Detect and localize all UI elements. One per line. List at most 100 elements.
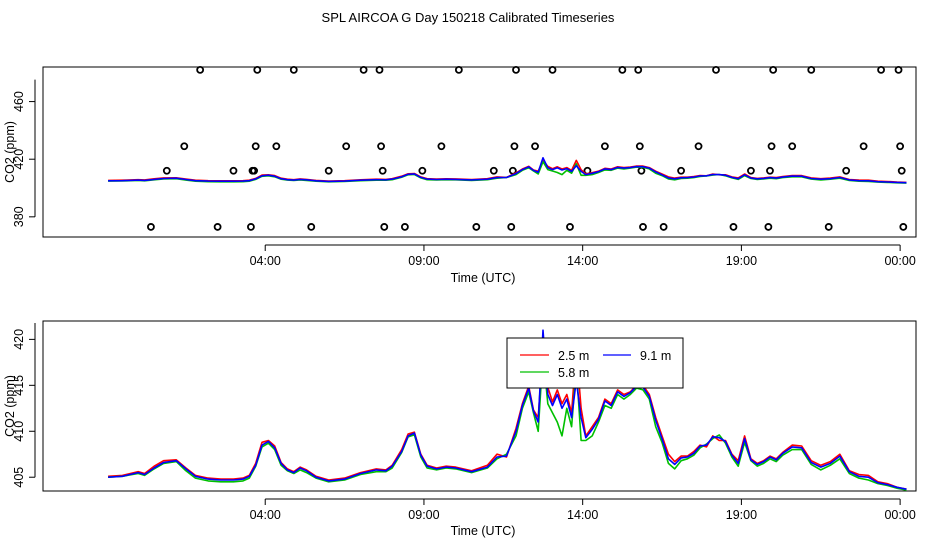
top-x-tick-label: 00:00 bbox=[884, 254, 915, 268]
top-y-tick-label: 380 bbox=[12, 206, 26, 227]
calibration-point bbox=[618, 65, 627, 74]
calibration-point bbox=[375, 65, 384, 74]
calibration-point bbox=[147, 223, 155, 231]
bottom-y-tick-label: 405 bbox=[12, 467, 26, 488]
calibration-point bbox=[548, 65, 557, 74]
top-y-axis: 380 420 460 bbox=[12, 79, 36, 227]
bottom-panel: 04:00 09:00 14:00 19:00 00:00 405 410 415 420 T… bbox=[3, 320, 917, 538]
top-series-line-9-1-m bbox=[108, 157, 907, 184]
calibration-point bbox=[289, 65, 298, 74]
bottom-y-label: CO2 (ppm) bbox=[3, 375, 17, 437]
calibration-point bbox=[639, 223, 647, 231]
calibration-point bbox=[747, 166, 755, 175]
calibration-point bbox=[531, 142, 539, 151]
calibration-point bbox=[324, 166, 333, 175]
calibration-point bbox=[507, 223, 516, 231]
legend-label-5-8m: 5.8 m bbox=[558, 366, 589, 380]
calibration-point bbox=[250, 166, 259, 175]
calibration-point bbox=[418, 166, 427, 175]
bottom-y-axis: 405 410 415 420 bbox=[12, 323, 36, 488]
calibration-point bbox=[162, 166, 171, 175]
calibration-point bbox=[788, 142, 797, 151]
calibration-point bbox=[712, 65, 720, 74]
calibration-point bbox=[380, 223, 389, 231]
calibration-point bbox=[510, 142, 519, 151]
top-y-tick-label: 460 bbox=[12, 91, 26, 112]
calibration-point bbox=[637, 166, 646, 175]
calibration-point bbox=[659, 223, 668, 231]
legend-label-9-1m: 9.1 m bbox=[640, 349, 671, 363]
top-x-tick-label: 14:00 bbox=[567, 254, 598, 268]
figure-title: SPL AIRCOA G Day 150218 Calibrated Times… bbox=[322, 10, 615, 25]
top-y-tick-label: 420 bbox=[12, 149, 26, 170]
bottom-series-line-9-1-m bbox=[108, 329, 907, 490]
bottom-series-line-5-8-m bbox=[108, 352, 907, 491]
top-calibration-points bbox=[147, 65, 908, 231]
top-series-lines bbox=[108, 157, 907, 184]
top-series-line-5-8-m bbox=[108, 160, 907, 184]
bottom-y-tick-label: 415 bbox=[12, 375, 26, 396]
calibration-point bbox=[899, 223, 908, 231]
calibration-point bbox=[251, 142, 260, 151]
bottom-x-tick-label: 04:00 bbox=[250, 508, 281, 522]
calibration-point bbox=[272, 142, 281, 151]
calibration-point bbox=[766, 166, 774, 175]
calibration-point bbox=[454, 65, 463, 74]
bottom-y-tick-label: 420 bbox=[12, 329, 26, 350]
calibration-point bbox=[247, 223, 255, 231]
calibration-point bbox=[566, 223, 574, 231]
bottom-y-tick-label: 410 bbox=[12, 421, 26, 442]
calibration-point bbox=[877, 65, 885, 74]
calibration-point bbox=[764, 223, 773, 231]
calibration-point bbox=[600, 142, 609, 151]
top-x-axis: 04:00 09:00 14:00 19:00 00:00 bbox=[250, 244, 916, 268]
calibration-point bbox=[472, 223, 481, 231]
calibration-point bbox=[213, 223, 222, 231]
calibration-point bbox=[769, 65, 778, 74]
calibration-point bbox=[896, 142, 905, 151]
bottom-x-tick-label: 00:00 bbox=[884, 508, 915, 522]
calibration-point bbox=[635, 142, 644, 151]
calibration-point bbox=[196, 65, 205, 74]
top-panel: 04:00 09:00 14:00 19:00 00:00 380 420 460 Time… bbox=[3, 65, 917, 285]
calibration-point bbox=[634, 65, 643, 74]
calibration-point bbox=[400, 223, 409, 231]
calibration-point bbox=[180, 142, 189, 151]
calibration-point bbox=[807, 65, 816, 74]
bottom-series-line-2-5-m bbox=[108, 347, 907, 490]
calibration-point bbox=[512, 65, 520, 74]
bottom-x-axis: 04:00 09:00 14:00 19:00 00:00 bbox=[250, 498, 916, 522]
calibration-point bbox=[694, 142, 703, 151]
bottom-x-tick-label: 19:00 bbox=[726, 508, 757, 522]
bottom-x-tick-label: 09:00 bbox=[408, 508, 439, 522]
top-x-tick-label: 04:00 bbox=[250, 254, 281, 268]
top-y-label: CO2 (ppm) bbox=[3, 121, 17, 183]
bottom-x-tick-label: 14:00 bbox=[567, 508, 598, 522]
calibration-point bbox=[307, 223, 316, 231]
calibration-point bbox=[229, 166, 238, 175]
calibration-point bbox=[253, 65, 262, 74]
top-series-line-2-5-m bbox=[108, 159, 907, 184]
calibration-point bbox=[824, 223, 833, 231]
bottom-series-lines bbox=[108, 329, 907, 491]
calibration-point bbox=[437, 142, 446, 151]
calibration-point bbox=[842, 166, 851, 175]
calibration-point bbox=[378, 166, 387, 175]
calibration-point bbox=[767, 142, 776, 151]
legend: 2.5 m 5.8 m 9.1 m bbox=[506, 337, 684, 389]
calibration-point bbox=[359, 65, 368, 74]
calibration-point bbox=[342, 142, 351, 151]
top-x-tick-label: 19:00 bbox=[726, 254, 757, 268]
top-x-label: Time (UTC) bbox=[451, 271, 516, 285]
calibration-point bbox=[729, 223, 738, 231]
bottom-plot-frame bbox=[42, 320, 917, 492]
calibration-point bbox=[677, 166, 685, 175]
legend-label-2-5m: 2.5 m bbox=[558, 349, 589, 363]
calibration-point bbox=[897, 166, 906, 175]
bottom-x-label: Time (UTC) bbox=[451, 524, 516, 538]
calibration-point bbox=[859, 142, 868, 151]
calibration-point bbox=[377, 142, 385, 151]
top-x-tick-label: 09:00 bbox=[408, 254, 439, 268]
calibration-point bbox=[489, 166, 498, 175]
